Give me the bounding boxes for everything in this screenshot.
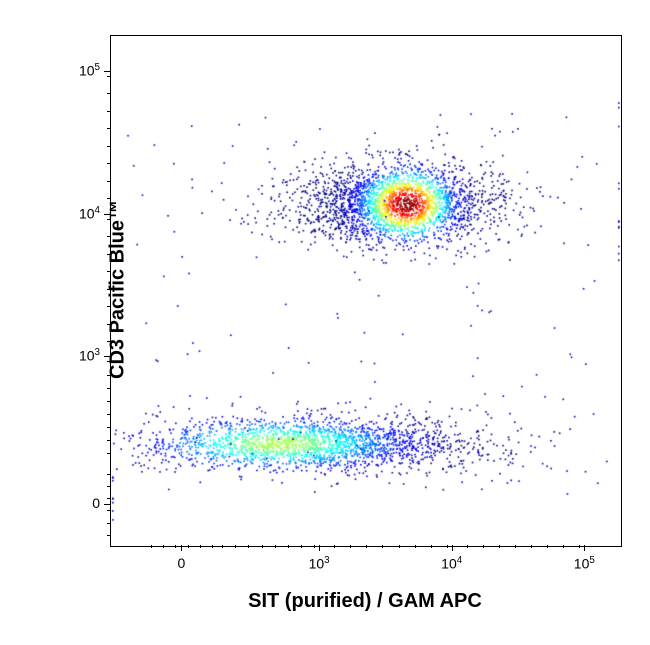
plot-area: [110, 35, 622, 547]
scatter-density-canvas: [111, 36, 621, 546]
flow-cytometry-scatter: CD3 Pacific Blue™ SIT (purified) / GAM A…: [0, 0, 650, 645]
x-axis-label: SIT (purified) / GAM APC: [110, 590, 620, 613]
